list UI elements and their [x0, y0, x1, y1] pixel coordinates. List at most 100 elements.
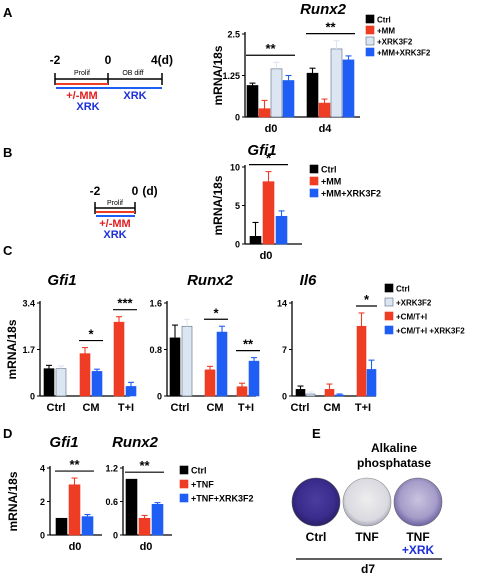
legend-label-xrk3f2: +XRK3F2 [377, 38, 413, 47]
significance-stars: * [213, 305, 219, 320]
bar-cm-t-i-cm [79, 353, 91, 397]
well-ctrl [291, 477, 341, 527]
well-tnf [342, 477, 392, 527]
legend-swatch-xrk3f2 [384, 297, 394, 307]
chart-title: Runx2 [300, 1, 347, 18]
bar-xrk3f2-ctrl [55, 368, 67, 397]
bar-xrk3f2-d0 [270, 68, 283, 118]
timeline-a-tick-start: -2 [50, 53, 61, 67]
alp-title-line1: Alkaline [371, 441, 417, 455]
y-tick-label: 0 [235, 113, 240, 123]
y-tick-label: 1.6 [149, 299, 162, 309]
bar-cm-t-i-xrk3f2-t-i [366, 369, 377, 397]
chart-title: Il6 [300, 272, 317, 289]
bar-cm-t-i-cm [324, 389, 335, 397]
timeline-a: -2 0 4(d) Prolif OB diff +/-MM XRK XRK [50, 53, 173, 113]
bar-tnf-xrk3f2-d0 [81, 516, 94, 536]
significance-stars: *** [117, 296, 133, 311]
y-axis-label: mRNA/18s [6, 471, 20, 531]
y-tick-label: 5 [235, 201, 240, 211]
category-label-cm: CM [82, 402, 99, 414]
y-tick-label: 0 [282, 392, 287, 402]
bar-mm-d0 [262, 181, 275, 245]
legend-label-mm-xrk3f2: +MM+XRK3F2 [321, 189, 381, 199]
y-tick-label: 0.6 [105, 497, 118, 507]
timeline-a-mm-label: +/-MM [66, 90, 97, 102]
panel-letter-d: D [3, 426, 12, 441]
category-label-d4: d4 [319, 123, 333, 135]
legend-swatch-ctrl [179, 465, 189, 475]
legend-label-tnf: +TNF [191, 480, 214, 490]
significance-stars: * [88, 327, 94, 342]
category-label-ctrl: Ctrl [291, 402, 310, 414]
bar-ctrl-ctrl [295, 389, 306, 397]
legend-swatch-tnf-xrk3f2 [179, 493, 189, 503]
y-axis-label: mRNA/18s [211, 175, 225, 235]
y-tick-label: 14 [277, 299, 287, 309]
well-tnf-xrk [393, 477, 443, 527]
timeline-b-tick-end: 0 [132, 184, 139, 198]
category-label-ctrl: Ctrl [47, 402, 66, 414]
legend-swatch-cm-t-i [384, 311, 394, 321]
y-tick-label: 1.2 [105, 464, 118, 474]
category-label-t-i: T+I [118, 402, 134, 414]
significance-stars: ** [139, 458, 150, 473]
panel-letter-a: A [3, 5, 13, 20]
bar-mm-d4 [318, 102, 331, 118]
bar-ctrl-ctrl [169, 337, 181, 397]
category-label-d0: d0 [140, 541, 153, 553]
y-tick-label: 0 [157, 392, 162, 402]
category-label-ctrl: Ctrl [171, 402, 190, 414]
timeline-b-xrk-label: XRK [103, 229, 126, 241]
category-label-cm: CM [206, 402, 223, 414]
legend-swatch-mm [365, 25, 375, 35]
chart-title: Runx2 [112, 434, 159, 451]
bar-cm-t-i-t-i [113, 321, 125, 397]
bar-cm-t-i-xrk3f2-cm [91, 371, 103, 397]
y-tick-label: 2 [40, 497, 45, 507]
chart-title: Gfi1 [247, 142, 276, 159]
bar-ctrl-ctrl [43, 368, 55, 397]
bar-mm-xrk3f2-d0 [275, 215, 288, 245]
category-label-d0: d0 [265, 123, 278, 135]
legend-swatch-mm-xrk3f2 [365, 47, 375, 57]
y-axis-label: mRNA/18s [211, 45, 225, 105]
chart-runx2-panel-d: Runx2 0 0.6 1.2 d0 ** Ctrl +TNF +TNF+XRK3F2 [105, 434, 253, 553]
y-tick-label: 0 [30, 392, 35, 402]
legend-label-ctrl: Ctrl [191, 466, 207, 476]
timeline-a-obdiff-label: OB diff [122, 70, 143, 77]
legend-swatch-ctrl [365, 14, 375, 24]
bar-cm-t-i-xrk3f2-cm [216, 331, 228, 397]
bar-ctrl-d0 [246, 85, 259, 118]
legend-label-mm-xrk3f2: +MM+XRK3F2 [377, 49, 431, 58]
well-label-ctrl: Ctrl [306, 530, 327, 544]
chart-title: Runx2 [187, 272, 234, 289]
timeline-a-xrk-label: XRK [123, 90, 146, 102]
legend-label-mm: +MM [321, 177, 341, 187]
legend-swatch-xrk3f2 [365, 36, 375, 46]
bar-ctrl-d0 [125, 478, 138, 536]
panel-e: Alkaline phosphatase Ctrl TNF TNF +XRK d… [291, 441, 443, 576]
legend-swatch-mm-xrk3f2 [309, 188, 319, 198]
significance-stars: ** [265, 41, 276, 56]
category-label-cm: CM [323, 402, 340, 414]
legend-label-ctrl: Ctrl [321, 165, 337, 175]
bar-mm-xrk3f2-d0 [282, 80, 295, 118]
significance-stars: ** [69, 457, 80, 472]
timeline-a-tick-mid: 0 [105, 53, 112, 67]
y-tick-label: 0 [40, 531, 45, 541]
legend-label-cm-t-i: +CM/T+I [396, 313, 427, 322]
y-axis-label: mRNA/18s [5, 319, 19, 379]
chart-title: Gfi1 [49, 434, 78, 451]
legend-label-ctrl: Ctrl [396, 285, 410, 294]
legend-swatch-tnf [179, 479, 189, 489]
chart-gfi1-panel-d: Gfi1 mRNA/18s 0 2 4 d0 ** [6, 434, 102, 553]
y-tick-label: 1.7 [22, 345, 35, 355]
bar-cm-t-i-t-i [236, 386, 248, 397]
y-tick-label: 7 [282, 345, 287, 355]
bar-cm-t-i-xrk3f2-cm [334, 394, 345, 397]
significance-stars: ** [243, 337, 254, 352]
